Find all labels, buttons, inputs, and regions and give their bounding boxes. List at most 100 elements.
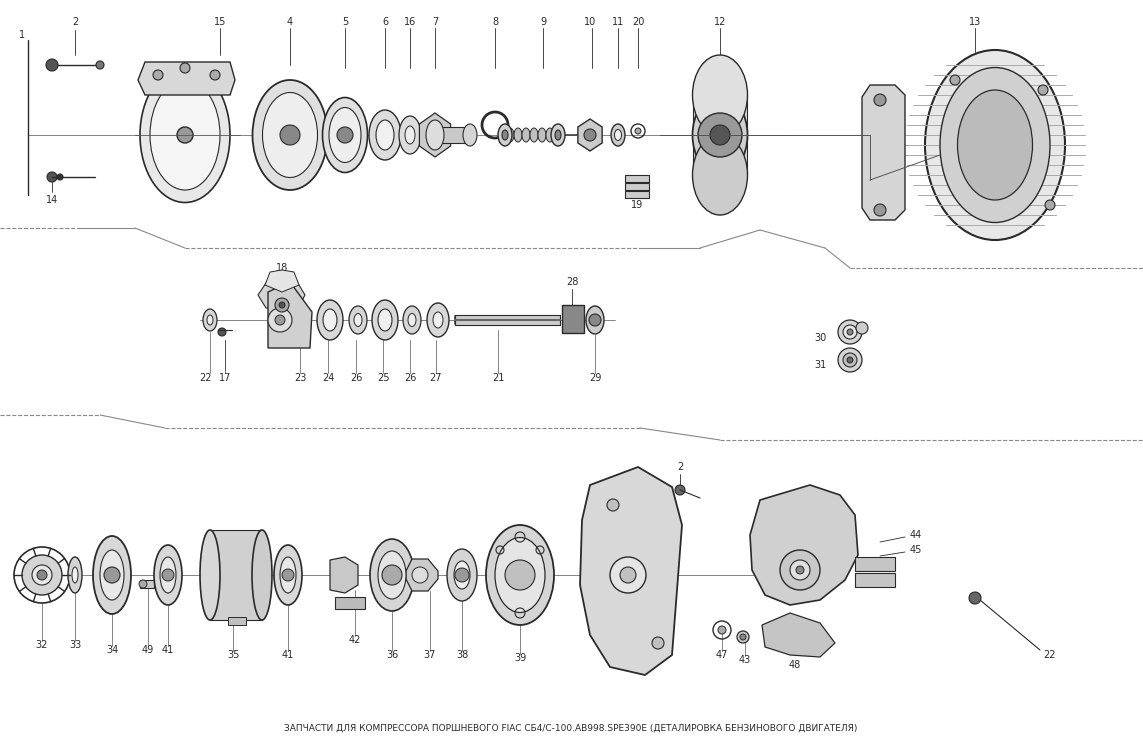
Text: 7: 7 [432, 17, 438, 27]
Ellipse shape [940, 68, 1050, 222]
Text: ЗАПЧАСТИ ДЛЯ КОМПРЕССОРА ПОРШНЕВОГО FIAC СБ4/С-100.AB998.SPE390Е (ДЕТАЛИРОВКА БЕ: ЗАПЧАСТИ ДЛЯ КОМПРЕССОРА ПОРШНЕВОГО FIAC… [285, 724, 857, 733]
Ellipse shape [426, 120, 443, 150]
Text: 49: 49 [142, 645, 154, 655]
Ellipse shape [405, 126, 415, 144]
Text: 19: 19 [631, 200, 644, 210]
Text: 12: 12 [714, 17, 726, 27]
Circle shape [280, 125, 299, 145]
Text: 32: 32 [35, 640, 48, 650]
Text: 24: 24 [322, 373, 334, 383]
Circle shape [179, 63, 190, 73]
Ellipse shape [495, 537, 545, 612]
Circle shape [382, 565, 402, 585]
Ellipse shape [349, 306, 367, 334]
Circle shape [279, 302, 285, 308]
Ellipse shape [958, 90, 1032, 200]
Ellipse shape [502, 130, 507, 140]
Ellipse shape [522, 128, 530, 142]
Ellipse shape [139, 68, 230, 203]
Ellipse shape [203, 309, 217, 331]
Ellipse shape [370, 539, 414, 611]
Ellipse shape [551, 124, 565, 146]
Text: 39: 39 [514, 653, 526, 663]
Text: 38: 38 [456, 650, 469, 660]
Ellipse shape [200, 530, 219, 620]
Text: 15: 15 [214, 17, 226, 27]
Circle shape [282, 569, 294, 581]
Circle shape [104, 567, 120, 583]
Circle shape [584, 129, 596, 141]
Circle shape [275, 298, 289, 312]
Circle shape [838, 320, 862, 344]
Circle shape [57, 174, 63, 180]
Ellipse shape [433, 312, 443, 328]
Circle shape [780, 550, 820, 590]
Text: 25: 25 [377, 373, 390, 383]
Circle shape [218, 328, 226, 336]
Ellipse shape [207, 315, 213, 325]
Circle shape [838, 348, 862, 372]
Text: 34: 34 [106, 645, 118, 655]
Text: 16: 16 [403, 17, 416, 27]
Ellipse shape [506, 128, 514, 142]
Text: 28: 28 [566, 277, 578, 287]
Circle shape [737, 631, 749, 643]
Ellipse shape [546, 128, 554, 142]
Circle shape [620, 567, 636, 583]
Circle shape [874, 204, 886, 216]
Ellipse shape [354, 314, 362, 326]
Polygon shape [138, 62, 235, 95]
Ellipse shape [376, 120, 394, 150]
Circle shape [177, 127, 193, 143]
Ellipse shape [463, 124, 477, 146]
Ellipse shape [486, 525, 554, 625]
Text: 9: 9 [539, 17, 546, 27]
Text: 17: 17 [218, 373, 231, 383]
Ellipse shape [274, 545, 302, 605]
Ellipse shape [538, 128, 546, 142]
Circle shape [1038, 85, 1048, 95]
Text: 37: 37 [424, 650, 437, 660]
Circle shape [698, 113, 742, 157]
Bar [139, 580, 154, 588]
Circle shape [847, 329, 853, 335]
Ellipse shape [378, 551, 406, 599]
Text: 44: 44 [910, 530, 922, 540]
Text: 22: 22 [1044, 650, 1056, 660]
Circle shape [856, 322, 868, 334]
Text: 45: 45 [910, 545, 922, 555]
Circle shape [411, 567, 427, 583]
Ellipse shape [403, 306, 421, 334]
Circle shape [210, 70, 219, 80]
Circle shape [950, 75, 960, 85]
Ellipse shape [693, 95, 748, 175]
Circle shape [652, 637, 664, 649]
Circle shape [37, 570, 47, 580]
Circle shape [969, 592, 981, 604]
Ellipse shape [454, 561, 470, 589]
Text: 22: 22 [199, 373, 211, 383]
Ellipse shape [150, 80, 219, 190]
Ellipse shape [399, 116, 421, 154]
Circle shape [790, 560, 810, 580]
Text: 26: 26 [350, 373, 362, 383]
Circle shape [610, 557, 646, 593]
Polygon shape [258, 278, 305, 310]
Text: 14: 14 [46, 195, 58, 205]
Ellipse shape [329, 108, 361, 163]
Ellipse shape [93, 536, 131, 614]
Text: 20: 20 [632, 17, 645, 27]
Polygon shape [419, 113, 450, 157]
Ellipse shape [693, 135, 748, 215]
Ellipse shape [253, 80, 328, 190]
Text: 41: 41 [162, 645, 174, 655]
Circle shape [718, 626, 726, 634]
Ellipse shape [371, 300, 398, 340]
Text: 31: 31 [814, 360, 826, 370]
Ellipse shape [322, 97, 368, 172]
Circle shape [796, 566, 804, 574]
Ellipse shape [317, 300, 343, 340]
Text: 13: 13 [969, 17, 981, 27]
Circle shape [636, 128, 641, 134]
Bar [210, 530, 262, 620]
